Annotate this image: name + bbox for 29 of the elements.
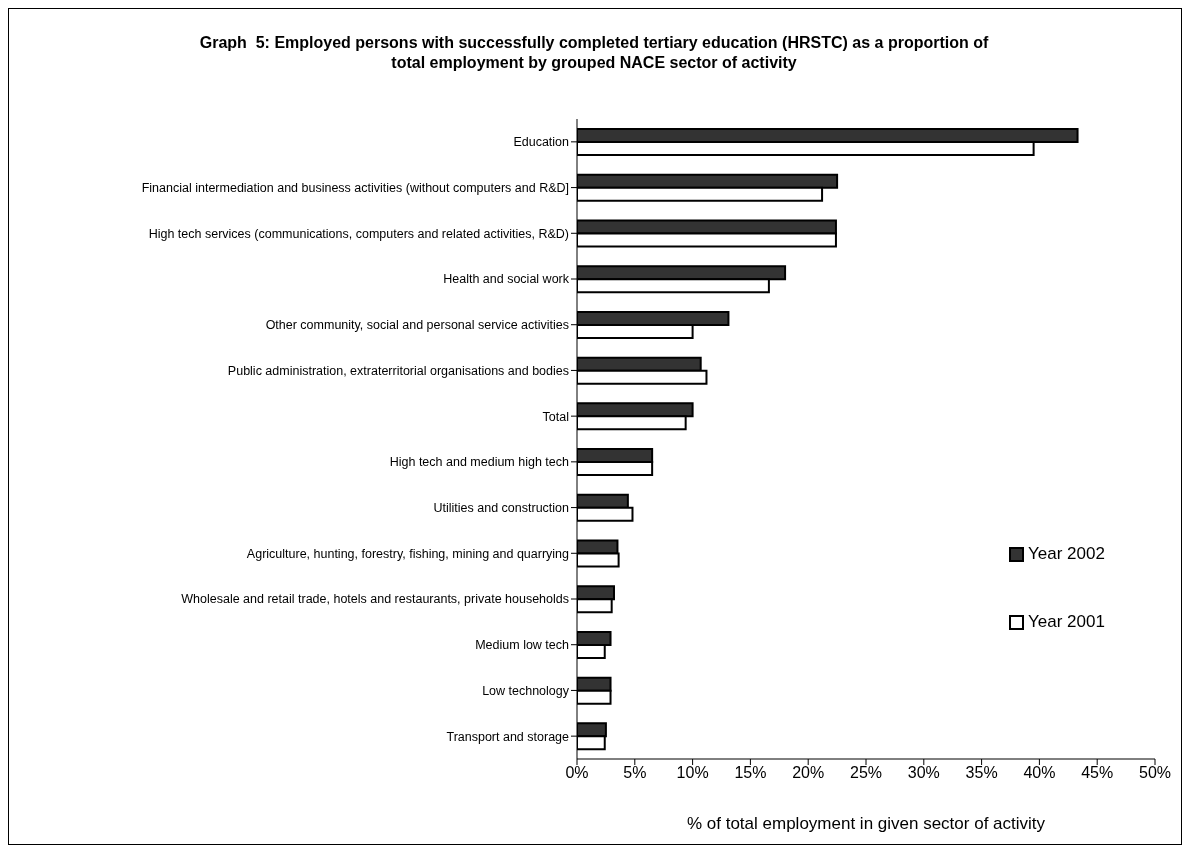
x-tick-label: 5% (623, 764, 647, 782)
x-tick-label: 40% (1023, 764, 1056, 782)
x-tick-label: 20% (792, 764, 825, 782)
y-tick-label: Total (542, 409, 569, 424)
x-tick-label: 15% (734, 764, 767, 782)
x-tick-label: 25% (849, 764, 883, 782)
legend-label: Year 2001 (1028, 612, 1105, 632)
x-axis-title: % of total employment in given sector of activity (686, 814, 1046, 833)
y-tick-label: Agriculture, hunting, forestry, fishing, mining and quarrying (246, 546, 570, 561)
chart-title: Graph 5: Employed persons with successfully completed tertiary education (HRSTC) as a proportion of total employment by grouped NACE sector of activity (198, 33, 990, 73)
y-tick-label: Financial intermediation and business activities (without computers and R&D] (141, 181, 569, 196)
y-tick-label: Other community, social and personal service activities (265, 318, 569, 333)
y-tick-label: Transport and storage (446, 729, 570, 744)
y-tick-label: Wholesale and retail trade, hotels and restaurants, private households (181, 592, 569, 607)
y-tick-label: Public administration, extraterritorial organisations and bodies (227, 363, 569, 378)
y-tick-label: High tech and medium high tech (389, 455, 570, 470)
x-tick-label: 45% (1081, 764, 1114, 782)
y-tick-label: Utilities and construction (433, 501, 570, 516)
x-tick-label: 0% (565, 764, 589, 782)
x-tick-label: 35% (965, 764, 998, 782)
x-tick-label: 10% (676, 764, 709, 782)
y-tick-label: Medium low tech (475, 638, 570, 653)
y-tick-label: Education (513, 135, 570, 150)
y-tick-label: Health and social work (443, 272, 570, 287)
legend-label: Year 2002 (1028, 544, 1105, 564)
x-tick-label: 30% (907, 764, 940, 782)
x-tick-label: 50% (1138, 764, 1172, 782)
y-tick-label: High tech services (communications, computers and related activities, R&D) (148, 226, 569, 241)
y-tick-label: Low technology (482, 683, 570, 698)
